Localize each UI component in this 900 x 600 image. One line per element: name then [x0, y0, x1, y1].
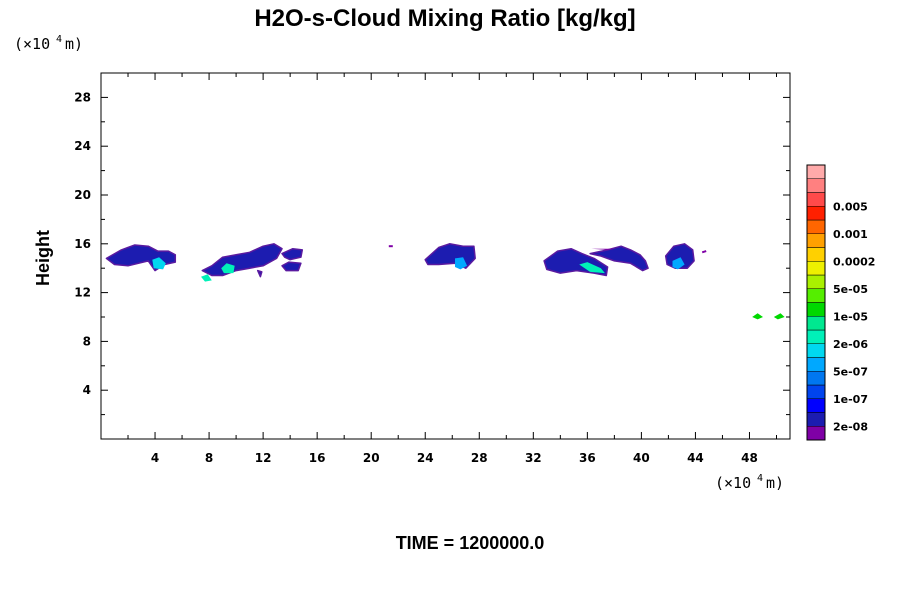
x-tick-label-1: 8 — [205, 451, 213, 465]
y-unit-prefix: (×10 — [14, 35, 50, 53]
cloud-region-0 — [105, 244, 177, 272]
colorbar-swatch-0 — [806, 426, 826, 441]
cloud-region-1 — [152, 257, 166, 270]
colorbar-swatch-6 — [806, 343, 826, 358]
y-tick-label-3: 16 — [74, 237, 91, 251]
x-tick-label-5: 24 — [417, 451, 434, 465]
cloud-region-4 — [201, 274, 212, 282]
cloud-region-9 — [455, 257, 468, 270]
cloud-region-6 — [281, 261, 302, 272]
cloud-region-8 — [424, 243, 476, 269]
colorbar-swatch-9 — [806, 302, 826, 317]
colorbar: 2e-08 1e-07 5e-07 2e-06 1e-05 5e-05 0.0002 0.00… — [806, 164, 875, 441]
x-tick-label-6: 28 — [471, 451, 488, 465]
colorbar-swatch-19 — [806, 164, 826, 179]
colorbar-label-8: 0.005 — [833, 200, 868, 213]
colorbar-swatch-8 — [806, 316, 826, 331]
colorbar-swatch-3 — [806, 384, 826, 399]
colorbar-swatch-16 — [806, 206, 826, 221]
x-tick-label-11: 48 — [741, 451, 758, 465]
x-tick-label-10: 44 — [687, 451, 704, 465]
colorbar-label-5: 5e-05 — [833, 283, 868, 296]
colorbar-swatch-17 — [806, 192, 826, 207]
colorbar-label-4: 1e-05 — [833, 310, 868, 323]
cloud-region-14 — [591, 248, 615, 250]
colorbar-swatch-1 — [806, 412, 826, 427]
y-tick-label-0: 4 — [83, 383, 91, 397]
colorbar-swatch-7 — [806, 329, 826, 344]
y-tick-label-1: 8 — [83, 334, 91, 348]
cloud-region-12 — [579, 262, 605, 274]
cloud-region-17 — [701, 250, 707, 254]
cloud-region-3 — [221, 263, 235, 274]
colorbar-swatch-4 — [806, 371, 826, 386]
y-tick-label-5: 24 — [74, 139, 91, 153]
colorbar-swatch-10 — [806, 288, 826, 303]
x-unit-exponent: 4 — [757, 473, 763, 484]
colorbar-label-6: 0.0002 — [833, 255, 875, 268]
colorbar-label-3: 2e-06 — [833, 338, 868, 351]
cloud-region-19 — [773, 313, 785, 320]
x-tick-label-4: 20 — [363, 451, 380, 465]
colorbar-label-0: 2e-08 — [833, 420, 868, 433]
colorbar-label-1: 1e-07 — [833, 393, 868, 406]
colorbar-label-7: 0.001 — [833, 228, 868, 241]
x-tick-label-7: 32 — [525, 451, 542, 465]
y-axis-unit: (×10 4 m) — [14, 34, 83, 53]
colorbar-frame — [806, 164, 826, 441]
cloud-region-18 — [752, 313, 763, 320]
x-unit-prefix: (×10 — [715, 474, 751, 492]
y-tick-label-6: 28 — [74, 90, 91, 104]
plot-frame — [100, 72, 791, 440]
y-axis-ticks: 4 8 12 16 20 24 28 — [74, 90, 790, 416]
x-tick-label-9: 40 — [633, 451, 650, 465]
cloud-region-2 — [201, 243, 283, 277]
y-unit-suffix: m) — [65, 35, 83, 53]
time-label: TIME = 1200000.0 — [396, 533, 545, 553]
cloud-region-5 — [281, 247, 304, 261]
colorbar-swatch-15 — [806, 219, 826, 234]
y-axis-label: Height — [33, 230, 53, 286]
y-tick-label-4: 20 — [74, 188, 91, 202]
colorbar-swatch-11 — [806, 274, 826, 289]
cloud-region-13 — [589, 245, 649, 272]
chart-title: H2O-s-Cloud Mixing Ratio [kg/kg] — [254, 5, 635, 32]
x-axis-unit: (×10 4 m) — [715, 473, 784, 492]
x-unit-suffix: m) — [766, 474, 784, 492]
colorbar-label-2: 5e-07 — [833, 365, 868, 378]
colorbar-swatch-2 — [806, 398, 826, 413]
colorbar-swatch-12 — [806, 261, 826, 276]
x-tick-label-0: 4 — [151, 451, 159, 465]
colorbar-swatch-13 — [806, 247, 826, 262]
cloud-region-16 — [672, 257, 685, 270]
x-tick-label-3: 16 — [309, 451, 326, 465]
x-tick-label-2: 12 — [255, 451, 272, 465]
colorbar-swatch-18 — [806, 178, 826, 193]
x-axis-ticks: 4 8 12 16 20 24 28 32 36 40 44 48 — [127, 73, 777, 465]
x-tick-label-8: 36 — [579, 451, 596, 465]
cloud-region-7 — [256, 269, 263, 278]
colorbar-swatch-5 — [806, 357, 826, 372]
colorbar-swatch-14 — [806, 233, 826, 248]
y-tick-label-2: 12 — [74, 286, 91, 300]
y-unit-exponent: 4 — [56, 34, 62, 45]
cloud-contours — [105, 243, 785, 320]
